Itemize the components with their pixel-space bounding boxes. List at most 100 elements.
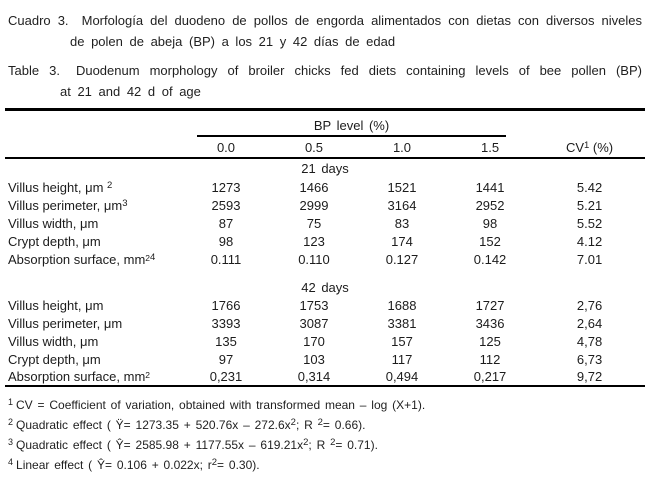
cell-value: 125	[479, 333, 501, 349]
section-title-42-days: 42 days	[301, 280, 349, 295]
group-header-cell: BP level (%)	[182, 110, 534, 137]
table-row: Absorption surface, mm2 0,231 0,314 0,49…	[5, 368, 645, 386]
cell-value: 157	[391, 333, 413, 349]
cell-value: 1753	[299, 297, 329, 313]
footnote-marker: 1	[8, 397, 14, 407]
cell-value: 0.111	[210, 251, 242, 267]
row-label: Villus width, μm	[8, 333, 99, 349]
table-row: Crypt depth, μm 98 123 174 152 4.12	[5, 232, 645, 250]
cell-value: 87	[218, 215, 234, 231]
cell-cv: 4.12	[576, 233, 603, 249]
cell-value: 97	[218, 351, 234, 367]
row-label: Absorption surface, mm24	[8, 251, 156, 267]
footnote-marker: 3	[8, 437, 14, 447]
cell-value: 1688	[387, 297, 417, 313]
cell-cv: 9,72	[576, 369, 603, 384]
cell-value: 0,314	[297, 369, 331, 384]
cell-cv: 4,78	[576, 333, 603, 349]
footnote-1: 1 CV = Coefficient of variation, obtained…	[8, 397, 426, 413]
row-label: Villus perimeter, μm	[8, 315, 123, 331]
cell-value: 2593	[211, 197, 241, 213]
column-header-bp-1: 0.5	[270, 137, 358, 159]
cell-cv: 2,76	[576, 297, 603, 313]
column-header-cv: CV1 (%)	[534, 137, 646, 159]
cell-value: 1273	[211, 179, 241, 195]
table-row: Villus width, μm 135 170 157 125 4,78	[5, 332, 645, 350]
cv-header-footnote-ref: 1	[584, 139, 590, 151]
footnote-4: 4 Linear effect ( Ŷ= 0.106 + 0.022x; r2= …	[8, 457, 260, 473]
caption-english-line2: at 21 and 42 d of age	[60, 84, 201, 99]
row-label: Villus height, μm 2	[8, 179, 113, 195]
row-label: Villus width, μm	[8, 215, 99, 231]
row-label: Crypt depth, μm	[8, 351, 101, 367]
cell-cv: 5.52	[576, 215, 603, 231]
cell-value: 98	[482, 215, 498, 231]
caption-spanish-line1: Cuadro 3. Morfología del duodeno de poll…	[8, 10, 642, 31]
column-header-bp-0: 0.0	[182, 137, 270, 159]
caption-spanish: Cuadro 3. Morfología del duodeno de poll…	[0, 10, 650, 52]
caption-english-text: Duodenum morphology of broiler chicks fe…	[75, 63, 642, 78]
cell-value: 0.142	[473, 251, 507, 267]
cv-header-base: CV	[565, 139, 584, 155]
caption-spanish-line2: de polen de abeja (BP) a los 21 y 42 día…	[70, 34, 396, 49]
footnote-ref: 3	[122, 197, 128, 209]
cell-value: 174	[391, 233, 413, 249]
table-column-header-row: 0.0 0.5 1.0 1.5 CV1 (%)	[5, 137, 646, 159]
footnote-ref: 2	[107, 179, 113, 191]
cell-value: 3381	[387, 315, 417, 331]
section-header-21-days: 21 days	[5, 158, 645, 178]
column-header-bp-2: 1.0	[358, 137, 446, 159]
table-row: Villus height, μm 1766 1753 1688 1727 2,…	[5, 296, 645, 314]
cell-value: 135	[215, 333, 237, 349]
table-row: Villus height, μm 2 1273 1466 1521 1441 …	[5, 178, 645, 196]
table-row: Villus perimeter, μm 3393 3087 3381 3436…	[5, 314, 645, 332]
cell-value: 170	[303, 333, 325, 349]
cell-cv: 2,64	[576, 315, 603, 331]
caption-spanish-label: Cuadro 3.	[8, 13, 69, 28]
cell-value: 3436	[475, 315, 505, 331]
table-row: Crypt depth, μm 97 103 117 112 6,73	[5, 350, 645, 368]
cell-value: 1466	[299, 179, 329, 195]
footnote-marker: 4	[8, 457, 14, 467]
cell-value: 0,231	[209, 369, 243, 384]
cell-value: 112	[479, 351, 501, 367]
cell-value: 103	[303, 351, 325, 367]
cell-cv: 6,73	[576, 351, 603, 367]
table-row: Villus perimeter, μm3 2593 2999 3164 295…	[5, 196, 645, 214]
cell-value: 2999	[299, 197, 329, 213]
cell-cv: 7.01	[576, 251, 603, 267]
cell-value: 0.110	[298, 251, 330, 267]
table-row: Villus width, μm 87 75 83 98 5.52	[5, 214, 645, 232]
caption-spanish-text: Morfología del duodeno de pollos de engo…	[81, 13, 642, 28]
row-label: Villus height, μm	[8, 297, 104, 313]
cell-value: 2952	[475, 197, 505, 213]
cell-value: 83	[394, 215, 410, 231]
table-row: Absorption surface, mm24 0.111 0.110 0.1…	[5, 250, 645, 268]
footnote-2: 2 Quadratic effect ( Ÿ= 1273.35 + 520.76x…	[8, 417, 366, 433]
table-group-header-row: BP level (%)	[5, 110, 645, 138]
column-header-bp-3: 1.5	[446, 137, 535, 159]
section-header-42-days: 42 days	[5, 268, 645, 296]
row-label: Villus perimeter, μm3	[8, 197, 128, 213]
cell-value: 123	[303, 233, 325, 249]
cell-value: 1727	[475, 297, 505, 313]
cell-cv: 5.21	[576, 197, 603, 213]
cell-cv: 5.42	[576, 179, 603, 195]
cell-value: 117	[391, 351, 413, 367]
group-header-spacer-left	[5, 110, 182, 138]
row-label: Absorption surface, mm2	[8, 369, 151, 384]
bp-level-group-header: BP level (%)	[197, 118, 507, 137]
duodenum-morphology-table: BP level (%) 0.0 0.5 1.0 1.5 CV1 (%) 21 …	[5, 108, 646, 387]
footnote-ref: 4	[150, 251, 156, 263]
footnote-marker: 2	[8, 417, 14, 427]
column-header-spacer	[5, 137, 182, 159]
cell-value: 1766	[211, 297, 241, 313]
cell-value: 1441	[475, 179, 505, 195]
caption-english: Table 3. Duodenum morphology of broiler …	[0, 60, 650, 102]
group-header-spacer-right	[534, 110, 645, 138]
cell-value: 1521	[387, 179, 417, 195]
caption-english-label: Table 3.	[8, 63, 60, 78]
cell-value: 98	[218, 233, 234, 249]
cell-value: 0.127	[385, 251, 419, 267]
